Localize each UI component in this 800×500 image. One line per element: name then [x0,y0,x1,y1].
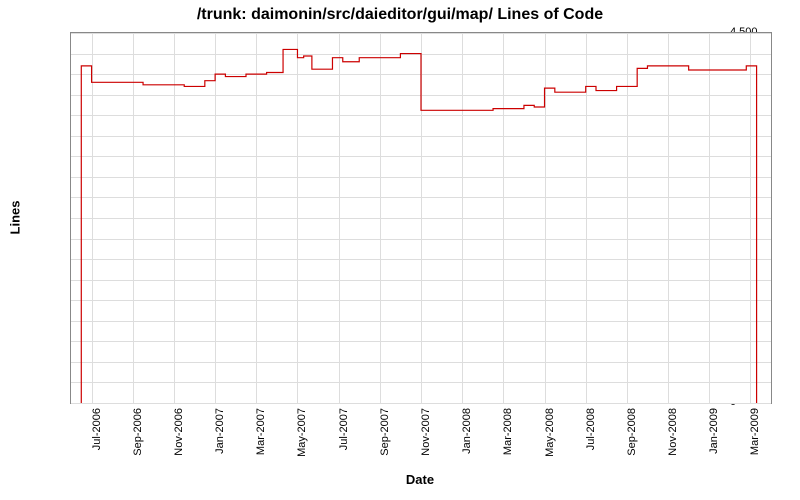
x-tick: Jan-2009 [708,408,720,458]
x-tick: Nov-2006 [173,408,185,458]
loc-chart: /trunk: daimonin/src/daieditor/gui/map/ … [0,0,800,500]
x-tick: Jan-2008 [461,408,473,458]
x-tick: Sep-2006 [132,408,144,458]
x-tick: Jul-2008 [585,408,597,458]
x-tick: Jul-2007 [338,408,350,458]
x-tick: Mar-2009 [749,408,761,458]
gridline-h [71,403,771,404]
x-tick: May-2008 [544,408,556,458]
x-tick: Jan-2007 [214,408,226,458]
chart-title: /trunk: daimonin/src/daieditor/gui/map/ … [0,6,800,24]
y-axis-label: Lines [7,201,22,235]
data-line [71,33,771,403]
x-tick: May-2007 [296,408,308,458]
x-tick: Nov-2007 [420,408,432,458]
plot-area [70,32,772,404]
x-tick: Mar-2007 [255,408,267,458]
x-tick: Sep-2008 [626,408,638,458]
x-axis-label: Date [70,472,770,487]
series-line [81,49,756,403]
x-tick: Mar-2008 [502,408,514,458]
x-tick: Nov-2008 [667,408,679,458]
x-tick: Jul-2006 [91,408,103,458]
x-tick: Sep-2007 [379,408,391,458]
